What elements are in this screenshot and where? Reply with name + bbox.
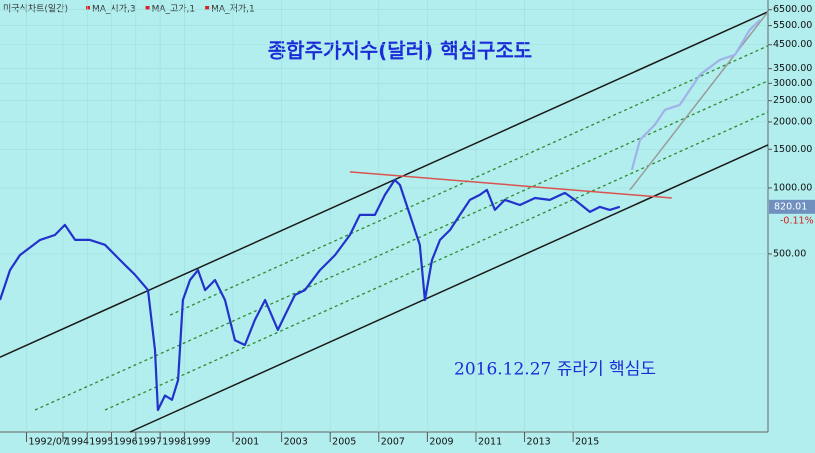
legend-marker bbox=[145, 6, 150, 10]
x-tick-label: 2011 bbox=[478, 437, 502, 448]
y-tick-label: 5500.00 bbox=[773, 20, 812, 31]
trendline bbox=[104, 111, 769, 411]
trendline bbox=[129, 144, 769, 433]
x-tick-label: 1994 bbox=[65, 437, 89, 448]
y-tick-label: 500.00 bbox=[773, 248, 806, 259]
legend-marker bbox=[86, 6, 90, 10]
x-tick-label: 1996 bbox=[114, 437, 138, 448]
y-tick-label: 4500.00 bbox=[773, 39, 812, 50]
trendline bbox=[34, 80, 769, 411]
y-tick-label: 2000.00 bbox=[773, 116, 812, 127]
change-label: -0.11% bbox=[780, 215, 814, 226]
y-tick-label: 1000.00 bbox=[773, 182, 812, 193]
x-tick-label: 1999 bbox=[186, 437, 210, 448]
x-tick-label: 1992/07 bbox=[28, 437, 67, 448]
x-tick-label: 2003 bbox=[284, 437, 308, 448]
x-tick-label: 2013 bbox=[527, 437, 551, 448]
y-tick-label: 3000.00 bbox=[773, 78, 812, 89]
last-price-label: 820.01 bbox=[774, 201, 807, 212]
trendline bbox=[629, 11, 769, 191]
y-tick-label: 1500.00 bbox=[773, 144, 812, 155]
y-tick-label: 2500.00 bbox=[773, 95, 812, 106]
trendline bbox=[349, 171, 672, 199]
x-tick-label: 2015 bbox=[575, 437, 599, 448]
x-tick-label: 2007 bbox=[381, 437, 405, 448]
y-tick-label: 6500.00 bbox=[773, 4, 812, 15]
x-tick-label: 1998 bbox=[162, 437, 186, 448]
legend-label: MA_고가,1 bbox=[152, 4, 196, 15]
trendline bbox=[169, 45, 769, 316]
chart-label: 미국식차트(일간) bbox=[3, 3, 68, 15]
x-tick-label: 2009 bbox=[429, 437, 453, 448]
annotation: 2016.12.27 쥬라기 핵심도 bbox=[454, 360, 656, 380]
legend-marker bbox=[205, 6, 210, 10]
trendline bbox=[0, 11, 769, 358]
legend-label: MA_시가,3 bbox=[92, 4, 136, 15]
price-line bbox=[0, 178, 621, 412]
x-tick-label: 2001 bbox=[235, 437, 259, 448]
price-line bbox=[630, 19, 761, 171]
x-tick-label: 1995 bbox=[89, 437, 113, 448]
x-tick-label: 2005 bbox=[332, 437, 356, 448]
y-tick-label: 3500.00 bbox=[773, 63, 812, 74]
chart-title: 종합주가지수(달러) 핵심구조도 bbox=[268, 39, 532, 63]
x-tick-label: 1997 bbox=[138, 437, 162, 448]
last-price-box bbox=[769, 199, 815, 214]
